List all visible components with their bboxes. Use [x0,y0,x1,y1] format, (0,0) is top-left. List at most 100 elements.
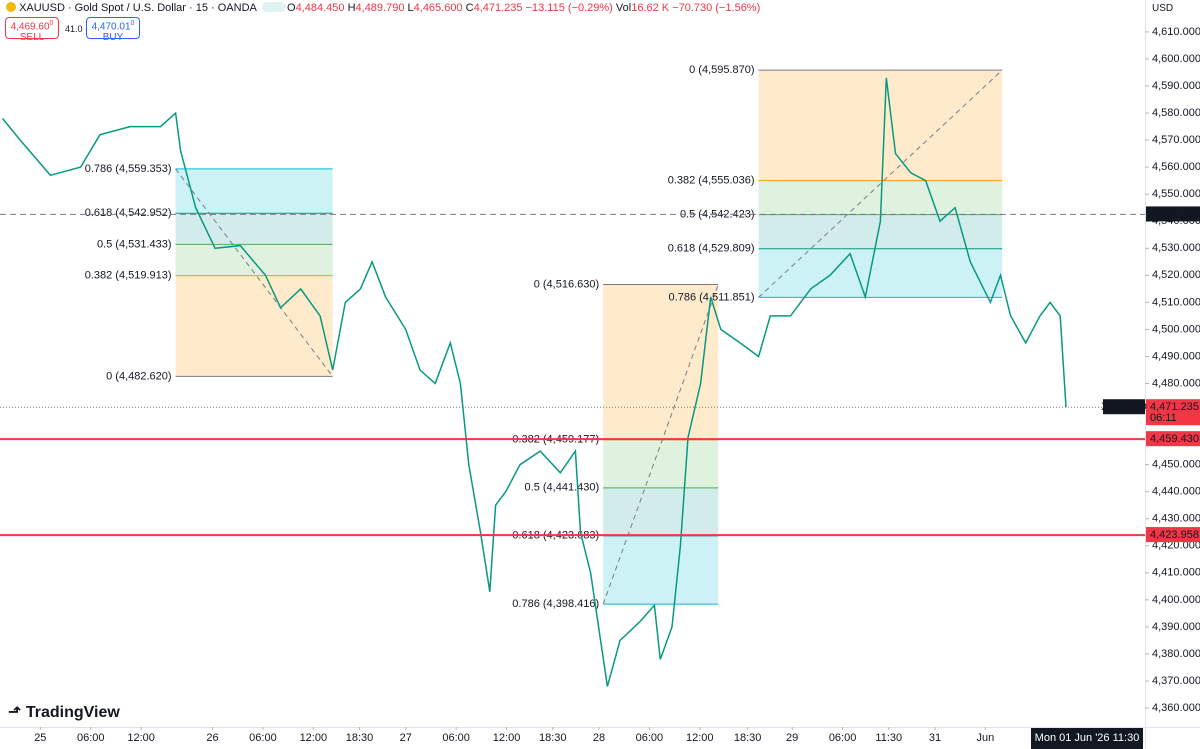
currency: USD [1152,3,1174,14]
x-tick-label: 11:30 [875,732,902,744]
fib-zone [758,248,1003,298]
ohlc-value: 4,484.450 [295,2,345,14]
x-tick-label: 27 [400,732,412,744]
fib-label: 0.618 (4,529.809) [668,243,755,255]
fib-zone [175,244,333,276]
y-tick-label: 4,530.000 [1152,242,1200,254]
y-tick-label: 4,430.000 [1152,513,1200,525]
fib-label: 0.5 (4,542.423) [680,209,755,221]
fib-label: 0.786 (4,398.416) [512,598,599,610]
x-tick-label: 12:00 [686,732,714,744]
fib-zone [603,487,719,536]
price-tag-label: 4,471.235 [1150,401,1199,413]
x-tick-label: 06:00 [829,732,857,744]
ohlc-label: C [465,2,474,14]
x-tick-label: 12:00 [127,732,155,744]
price-tag-label: 4,459.430 [1150,433,1199,445]
y-tick-label: 4,560.000 [1152,161,1200,173]
logo: ⬏ TradingView [8,704,120,721]
x-tick-label: 06:00 [636,732,664,744]
fib-label: 0 (4,482.620) [106,370,171,382]
x-tick-label: 29 [786,732,798,744]
fib-label: 0.5 (4,441.430) [525,482,600,494]
fib-zone [603,284,719,440]
ohlc-value: 4,471.235 [473,2,523,14]
fib-zone [758,70,1003,181]
y-tick-label: 4,520.000 [1152,269,1200,281]
ohlc-label: Vol [615,2,632,14]
y-tick-label: 4,440.000 [1152,486,1200,498]
price-countdown: 06:11 [1150,412,1177,424]
symbol-header: XAUUSD · Gold Spot / U.S. Dollar · 15 · … [6,2,289,14]
y-tick-label: 4,490.000 [1152,350,1200,362]
y-tick-label: 4,400.000 [1152,594,1200,606]
fib-label: 0 (4,516.630) [534,278,599,290]
symbol-icon [6,2,16,12]
sell-label: SELL [19,32,45,44]
y-tick-label: 4,610.000 [1152,26,1200,38]
symbol-tag-label: XAUUSD [1101,401,1147,413]
x-tick-label: 18:30 [734,732,762,744]
fib-label: 0.786 (4,559.353) [85,163,172,175]
price-tag [1146,399,1200,426]
y-tick-label: 4,370.000 [1152,675,1200,687]
y-tick-label: 4,510.000 [1152,296,1200,308]
y-tick-label: 4,450.000 [1152,459,1200,471]
ohlc: O4,484.450 H4,489.790 L4,465.600 C4,471.… [287,2,760,14]
price-tag [1146,527,1200,543]
fib-label: 0 (4,595.870) [689,64,754,76]
logo-text: TradingView [25,704,120,721]
sell-sup: 0 [49,20,54,27]
ohlc-value: 4,489.790 [355,2,405,14]
x-tick-label: 12:00 [493,732,521,744]
ohlc-value: 4,465.600 [413,2,463,14]
y-tick-label: 4,360.000 [1152,702,1200,714]
fib-zone [175,168,333,214]
x-tick-label: 06:00 [77,732,105,744]
y-tick-label: 4,480.000 [1152,377,1200,389]
fib-label: 0.5 (4,531.433) [97,238,172,250]
x-tick-label: 28 [593,732,605,744]
symbol-tag [1103,399,1145,415]
buy-button[interactable]: 4,470.010 BUY [86,17,140,43]
status-badge [262,2,287,12]
fib-zone [603,535,719,605]
volume: 16.62 K [631,2,670,14]
ohlc-label: L [407,2,414,14]
fib-zone [175,213,333,245]
fib-zone [603,439,719,488]
price-tag [1146,206,1200,222]
fib-zone [175,275,333,377]
y-tick-label: 4,390.000 [1152,621,1200,633]
buy-sup: 0 [130,20,135,27]
fib-trend [758,69,1003,298]
buy-label: BUY [102,32,124,44]
sell-button[interactable]: 4,469.600 SELL [5,17,59,43]
y-tick-label: 4,550.000 [1152,188,1200,200]
y-tick-label: 4,380.000 [1152,648,1200,660]
fib-label: 0.382 (4,519.913) [85,269,172,281]
x-tick-label: 26 [206,732,218,744]
sell-price: 4,469.60 [10,21,50,33]
y-tick-label: 4,420.000 [1152,540,1200,552]
vol-change: −70.730 (−1.56%) [672,2,761,14]
x-tick-label: 25 [34,732,46,744]
y-tick-label: 4,500.000 [1152,323,1200,335]
spread: 41.0 [65,24,83,34]
y-tick-label: 4,600.000 [1152,53,1200,65]
buy-price: 4,470.01 [91,21,131,33]
x-tick-label: 18:30 [539,732,567,744]
ohlc-label: O [287,2,296,14]
y-tick-label: 4,590.000 [1152,80,1200,92]
fib-label: 0.382 (4,555.036) [668,174,755,186]
x-tick-label: 18:30 [346,732,374,744]
crosshair-time: Mon 01 Jun '26 11:30 [1031,728,1143,749]
x-tick-label: Jun [977,732,995,744]
fib-label: 0.618 (4,542.952) [85,207,172,219]
x-tick-label: 06:00 [442,732,470,744]
price-line [1,77,1067,687]
change: −13.115 (−0.29%) [525,2,613,14]
price-tag-label: 4,423.958 [1150,529,1199,541]
price-tag [1146,431,1200,447]
